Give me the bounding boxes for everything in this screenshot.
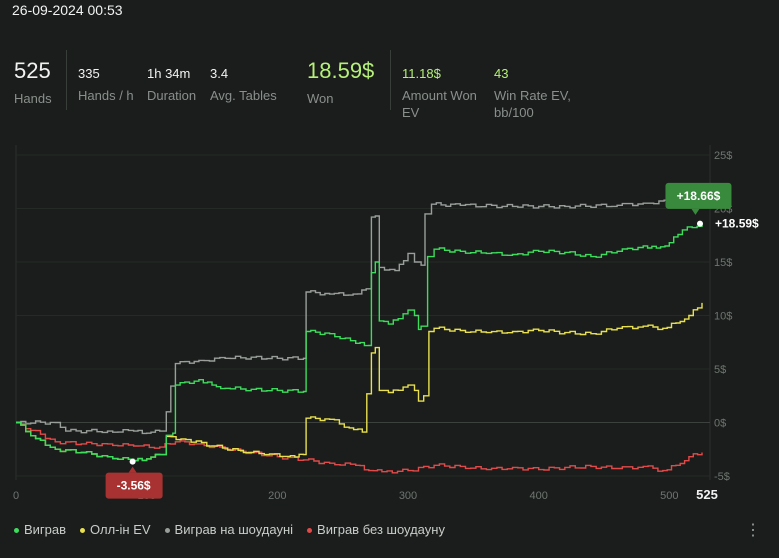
min-value-label: -3.56$ bbox=[117, 479, 151, 493]
series-line-0 bbox=[16, 223, 703, 462]
legend-item[interactable]: Виграв на шоудауні bbox=[164, 522, 294, 537]
legend-item[interactable]: Виграв без шоудауну bbox=[307, 522, 445, 537]
divider bbox=[390, 50, 391, 110]
stat-value: 525 bbox=[14, 58, 51, 83]
x-tick-label: 200 bbox=[268, 490, 286, 502]
stat-value: 11.18$ bbox=[402, 66, 441, 81]
legend-dot bbox=[164, 528, 170, 534]
legend-item[interactable]: Виграв bbox=[14, 522, 66, 537]
stat-value: 18.59$ bbox=[307, 58, 375, 83]
stat-label: Hands / h bbox=[78, 88, 134, 103]
x-tick-label: 400 bbox=[529, 490, 547, 502]
y-tick-label: 10$ bbox=[714, 311, 732, 323]
legend-dot bbox=[14, 528, 19, 534]
stat-hands-per-hour: 335 Hands / h bbox=[78, 66, 134, 104]
max-value-label: +18.66$ bbox=[677, 189, 721, 203]
end-point-marker bbox=[697, 220, 703, 227]
stat-won: 18.59$ Won bbox=[307, 58, 374, 107]
stat-hands: 525 Hands bbox=[14, 58, 52, 107]
stat-label: Amount Won EV bbox=[402, 88, 477, 120]
stat-label: Win Rate EV, bb/100 bbox=[494, 88, 571, 120]
stat-value: 43 bbox=[494, 66, 509, 81]
x-tick-label: 525 bbox=[696, 487, 718, 502]
max-value-badge-pointer bbox=[691, 208, 700, 215]
stat-value: 1h 34m bbox=[147, 66, 191, 81]
stat-label: Hands bbox=[14, 91, 52, 106]
x-tick-label: 0 bbox=[13, 490, 19, 502]
legend-label: Виграв без шоудауну bbox=[317, 522, 445, 537]
stat-duration: 1h 34m Duration bbox=[147, 66, 196, 104]
stat-value: 3.4 bbox=[210, 66, 229, 81]
y-tick-label: 25$ bbox=[714, 150, 732, 162]
legend-label: Виграв на шоудауні bbox=[174, 522, 294, 537]
y-tick-label: 15$ bbox=[714, 257, 732, 269]
min-point-marker bbox=[129, 458, 136, 465]
session-datetime: 26-09-2024 00:53 bbox=[12, 2, 123, 18]
legend-dot bbox=[80, 528, 86, 534]
legend-dot bbox=[307, 528, 313, 534]
stat-amount-won-ev: 11.18$ Amount Won EV bbox=[402, 66, 488, 121]
legend-label: Олл-ін EV bbox=[90, 522, 151, 537]
chart-legend: Виграв Олл-ін EV Виграв на шоудауні Вигр… bbox=[14, 522, 445, 537]
min-value-badge bbox=[105, 472, 163, 499]
y-tick-label: 5$ bbox=[714, 364, 726, 376]
series-line-2 bbox=[16, 197, 703, 435]
y-tick-label: -5$ bbox=[714, 471, 730, 483]
end-value-label: +18.59$ bbox=[715, 217, 759, 231]
y-tick-label: 0$ bbox=[714, 418, 726, 430]
x-tick-label: 500 bbox=[660, 490, 678, 502]
series-line-3 bbox=[16, 421, 703, 474]
max-value-badge bbox=[665, 182, 732, 209]
stat-avg-tables: 3.4 Avg. Tables bbox=[210, 66, 277, 104]
divider bbox=[66, 50, 67, 110]
stat-label: Duration bbox=[147, 88, 197, 103]
series-line-1 bbox=[16, 302, 703, 462]
legend-label: Виграв bbox=[24, 522, 67, 537]
stat-win-rate-ev: 43 Win Rate EV, bb/100 bbox=[494, 66, 574, 121]
stat-label: Avg. Tables bbox=[210, 88, 277, 103]
x-tick-label: 300 bbox=[399, 490, 417, 502]
stat-label: Won bbox=[307, 91, 334, 106]
min-value-badge-pointer bbox=[128, 466, 137, 473]
legend-item[interactable]: Олл-ін EV bbox=[80, 522, 151, 537]
stat-value: 335 bbox=[78, 66, 100, 81]
more-vertical-icon[interactable]: ⋮ bbox=[745, 522, 761, 539]
